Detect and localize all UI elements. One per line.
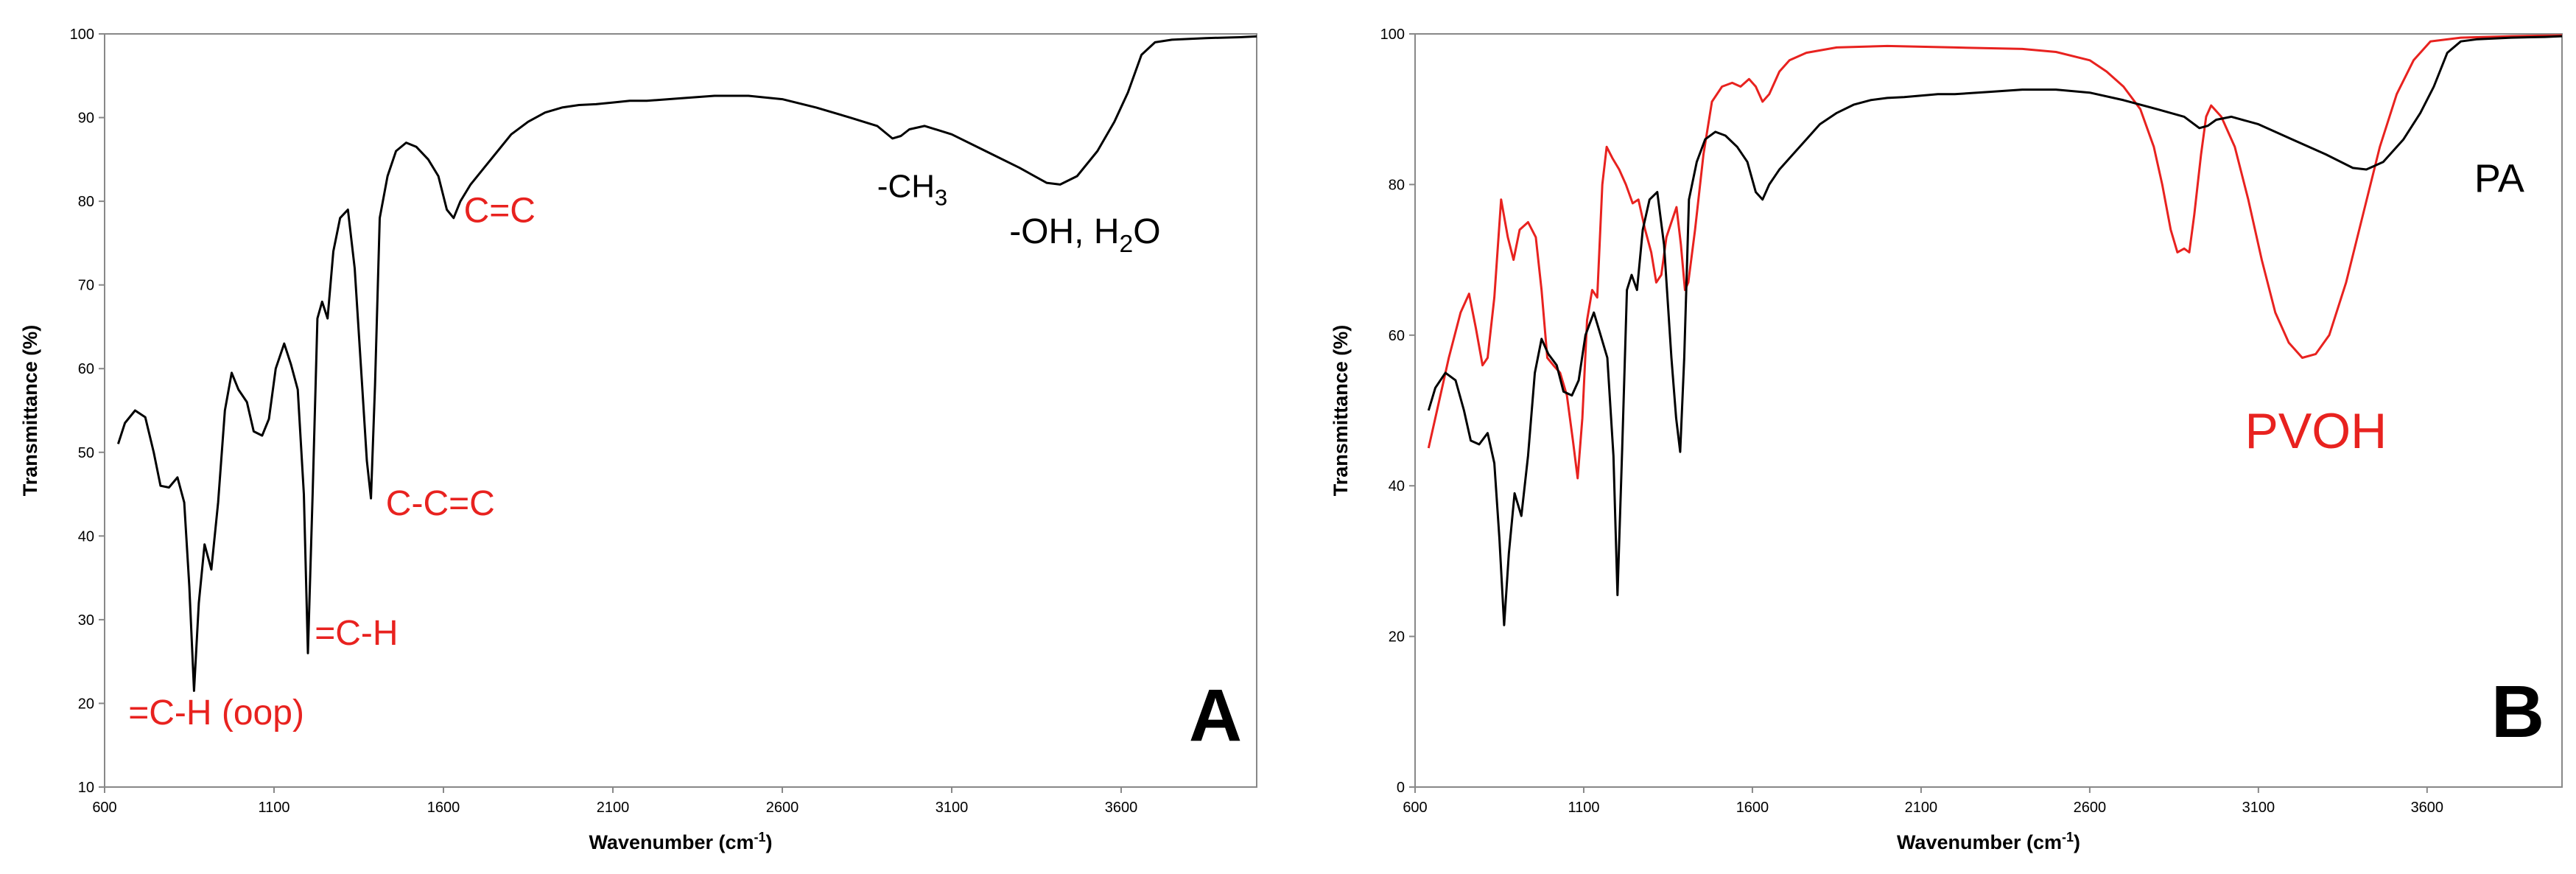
plot-area	[104, 33, 1257, 788]
y-axis-title: Transmittance (%)	[1330, 325, 1352, 497]
y-tick-label: 0	[1397, 780, 1405, 796]
y-axis-title: Transmittance (%)	[19, 325, 41, 497]
x-tick-label: 2100	[597, 800, 630, 816]
annotation-label: PVOH	[2245, 403, 2387, 459]
x-tick-label: 3100	[2242, 800, 2275, 816]
annotation-label: =C-H	[315, 614, 398, 653]
y-tick-label: 100	[70, 27, 94, 43]
annotation-label: C-C=C	[386, 484, 495, 523]
x-tick-label: 3600	[1105, 800, 1138, 816]
y-tick-label: 90	[78, 111, 94, 127]
y-tick-label: 20	[1389, 629, 1405, 646]
x-tick-label: 3600	[2411, 800, 2444, 816]
x-tick-label: 600	[92, 800, 116, 816]
panel-letter: B	[2491, 671, 2544, 753]
x-tick-label: 2100	[1905, 800, 1938, 816]
annotation-label: =C-H (oop)	[128, 693, 304, 733]
y-tick-label: 80	[1389, 177, 1405, 193]
x-tick-label: 1100	[258, 800, 289, 816]
x-tick-label: 3100	[936, 800, 969, 816]
series-line-pa	[116, 35, 1257, 692]
y-tick-label: 40	[78, 528, 94, 545]
plot-area	[1414, 33, 2563, 788]
x-axis-title: Wavenumber (cm-1)	[1897, 830, 2080, 853]
x-tick-label: 2600	[766, 800, 799, 816]
chart-panel-a: 600 1100 1600 2100 2600 3100 3600 10 20 30 40 50 60 7…	[19, 27, 1257, 853]
annotation-label: -CH3	[877, 168, 947, 210]
y-tick-label: 10	[78, 780, 94, 796]
y-tick-label: 50	[78, 445, 94, 461]
x-tick-label: 1600	[427, 800, 460, 816]
x-tick-label: 2600	[2074, 800, 2107, 816]
x-tick-label: 600	[1403, 800, 1427, 816]
x-tick-label: 1600	[1736, 800, 1769, 816]
x-tick-label: 1100	[1568, 800, 1599, 816]
y-tick-label: 30	[78, 612, 94, 629]
y-tick-label: 80	[78, 194, 94, 210]
annotation-label: -OH, H2O	[1009, 212, 1160, 258]
y-tick-label: 40	[1389, 478, 1405, 494]
series-line-pa	[1427, 35, 2563, 626]
annotation-label: PA	[2474, 157, 2524, 201]
y-tick-label: 100	[1380, 27, 1405, 43]
series-line-pvoh	[1427, 34, 2563, 480]
y-tick-label: 20	[78, 696, 94, 712]
y-tick-label: 60	[78, 361, 94, 377]
chart-panel-b: 600 1100 1600 2100 2600 3100 3600 0 20 40 60 80 100 W…	[1330, 27, 2563, 853]
y-tick-label: 60	[1389, 328, 1405, 344]
annotation-label: C=C	[464, 192, 536, 231]
y-tick-label: 70	[78, 278, 94, 294]
panel-letter: A	[1189, 674, 1242, 757]
x-axis-title: Wavenumber (cm-1)	[589, 830, 772, 853]
